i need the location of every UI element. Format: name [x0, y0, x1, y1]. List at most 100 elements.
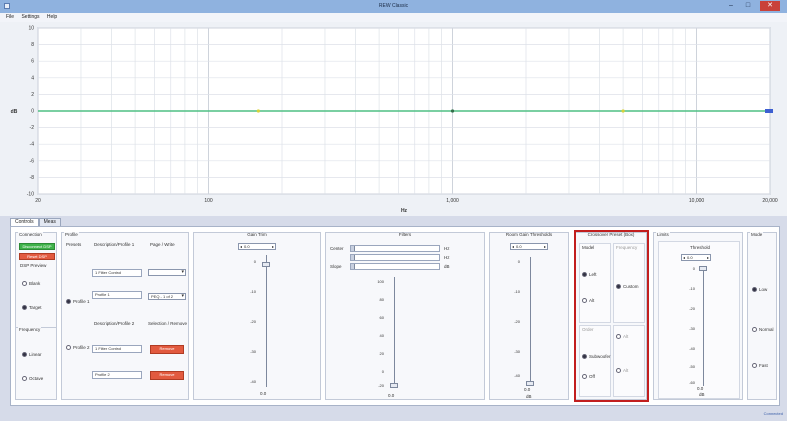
- linear-radio[interactable]: Linear: [22, 352, 42, 357]
- mode-group: Mode Low Normal Fast: [747, 232, 777, 400]
- threshold-tick-1: -10: [689, 286, 695, 291]
- frequency-group: Frequency Linear Octave: [15, 327, 57, 400]
- width-unit: Hz: [444, 255, 450, 260]
- gain-trim-slider-track[interactable]: [266, 255, 267, 387]
- mode-low-radio[interactable]: Low: [752, 287, 767, 292]
- filters-slider-track[interactable]: [394, 277, 395, 387]
- crossover-alt-radio[interactable]: Alt: [582, 298, 594, 303]
- profile-title: Profile: [64, 232, 79, 237]
- blank-radio[interactable]: Blank: [22, 281, 40, 286]
- threshold-slider-thumb[interactable]: [699, 266, 707, 271]
- gain-trim-stepper[interactable]: ◂ 0.0 ▸: [238, 243, 276, 250]
- gain-trim-slider-thumb[interactable]: [262, 261, 270, 267]
- width-slider[interactable]: [350, 254, 440, 261]
- remove-button-1[interactable]: Remove: [150, 345, 184, 354]
- description-2-label: Description/Profile 2: [94, 321, 135, 326]
- profile-1-control-field[interactable]: 1 Filter Control: [92, 269, 142, 277]
- x-tick-label-3: 10,000: [689, 198, 705, 204]
- threshold-tick-6: -60: [689, 380, 695, 385]
- filters-slider-thumb[interactable]: [390, 383, 398, 388]
- threshold-up-icon[interactable]: ▸: [706, 255, 709, 260]
- tab-strip: Controls Meas: [10, 218, 61, 226]
- room-gain-slider-track[interactable]: [530, 257, 531, 385]
- room-gain-down-icon[interactable]: ◂: [512, 244, 515, 249]
- threshold-down-icon[interactable]: ◂: [683, 255, 686, 260]
- mode-fast-radio[interactable]: Fast: [752, 363, 768, 368]
- gain-trim-title: Gain Trim: [247, 232, 267, 237]
- menu-file[interactable]: File: [6, 14, 15, 20]
- maximize-button[interactable]: □: [745, 2, 751, 9]
- y-tick-label-0: 10: [28, 26, 34, 32]
- frequency-response-plot[interactable]: 10 8 6 4 2 0 -2 -4 -6 -8 -10 20 100 1,000 10,000 20,000…: [0, 22, 787, 216]
- octave-radio[interactable]: Octave: [22, 376, 43, 381]
- center-slider[interactable]: [350, 245, 440, 252]
- profile-2-control-field[interactable]: 1 Filter Control: [92, 345, 142, 353]
- menu-bar: File Settings Help: [0, 13, 787, 22]
- threshold-tick-4: -40: [689, 346, 695, 351]
- y-tick-label-9: -8: [30, 175, 35, 181]
- controls-panel: Connection Disconnect DSP Reset DSP DSP …: [10, 226, 780, 406]
- menu-help[interactable]: Help: [46, 14, 58, 20]
- room-gain-stepper[interactable]: ◂ 0.0 ▸: [510, 243, 548, 250]
- profile-2-name-field[interactable]: Profile 2: [92, 371, 142, 379]
- crossover-subwoofer-radio[interactable]: Subwoofer: [582, 354, 611, 359]
- page-combo-1[interactable]: [148, 269, 186, 276]
- stepper-up-icon[interactable]: ▸: [271, 244, 274, 249]
- crossover-alt-2-radio[interactable]: Alt: [616, 368, 628, 373]
- y-axis-label: dB: [11, 109, 18, 115]
- threshold-stepper[interactable]: ◂ 0.0 ▸: [681, 254, 711, 261]
- center-slider-thumb[interactable]: [351, 246, 355, 251]
- room-gain-up-icon[interactable]: ▸: [543, 244, 546, 249]
- profile-1-radio[interactable]: Profile 1: [66, 299, 90, 304]
- filters-title: Filters: [398, 232, 412, 237]
- status-text: Connected: [763, 411, 783, 416]
- window-title: REW Classic: [378, 3, 409, 9]
- gain-tick-3: -30: [250, 349, 256, 354]
- minimize-button[interactable]: –: [729, 2, 733, 9]
- crossover-alt-title-radio[interactable]: Alt: [616, 334, 628, 339]
- tab-controls[interactable]: Controls: [10, 218, 39, 226]
- selection-remove-label: Selection / Remove: [148, 321, 188, 326]
- x-tick-label-4: 20,000: [762, 198, 778, 204]
- reset-dsp-button[interactable]: Reset DSP: [19, 253, 55, 260]
- crossover-left-radio[interactable]: Left: [582, 272, 597, 277]
- width-slider-thumb[interactable]: [351, 255, 355, 260]
- threshold-tick-5: -50: [689, 364, 695, 369]
- gain-trim-value: 0.0: [244, 244, 250, 249]
- marker-yellow: [256, 109, 260, 113]
- slope-slider[interactable]: [350, 263, 440, 270]
- gain-tick-0: 0: [253, 259, 256, 264]
- room-gain-slider-thumb[interactable]: [526, 381, 534, 386]
- center-unit: Hz: [444, 246, 450, 251]
- disconnect-dsp-button[interactable]: Disconnect DSP: [19, 243, 55, 250]
- profile-1-name-field[interactable]: Profile 1: [92, 291, 142, 299]
- slope-slider-thumb[interactable]: [351, 264, 355, 269]
- close-button[interactable]: ✕: [760, 1, 780, 11]
- menu-settings[interactable]: Settings: [21, 14, 40, 20]
- threshold-value: 0.0: [687, 255, 693, 260]
- remove-button-2[interactable]: Remove: [150, 371, 184, 380]
- target-radio[interactable]: Target: [22, 305, 42, 310]
- gain-tick-1: -10: [250, 289, 256, 294]
- profile-2-radio[interactable]: Profile 2: [66, 345, 90, 350]
- title-bar: REW Classic – □ ✕: [0, 0, 787, 13]
- filters-tick-3: 40: [379, 333, 384, 338]
- filters-tick-1: 80: [379, 297, 384, 302]
- page-combo-2[interactable]: PEQ - 1 of 2: [148, 293, 186, 300]
- profile-group: Profile Presets Description/Profile 1 Pa…: [61, 232, 189, 400]
- room-gain-tick-4: -40: [514, 373, 520, 378]
- room-gain-title: Room Gain Thresholds: [505, 232, 553, 237]
- slope-label: Slope: [330, 264, 342, 269]
- tab-meas[interactable]: Meas: [38, 218, 61, 226]
- crossover-custom-radio[interactable]: Custom: [616, 284, 639, 289]
- crossover-highlight-box: [574, 230, 649, 402]
- stepper-down-icon[interactable]: ◂: [240, 244, 243, 249]
- gain-tick-2: -20: [250, 319, 256, 324]
- threshold-slider-track[interactable]: [703, 266, 704, 386]
- mode-normal-radio[interactable]: Normal: [752, 327, 774, 332]
- threshold-tick-0: 0: [692, 266, 695, 271]
- crossover-off-radio[interactable]: Off: [582, 374, 595, 379]
- threshold-tick-2: -20: [689, 306, 695, 311]
- y-tick-label-1: 8: [31, 42, 34, 48]
